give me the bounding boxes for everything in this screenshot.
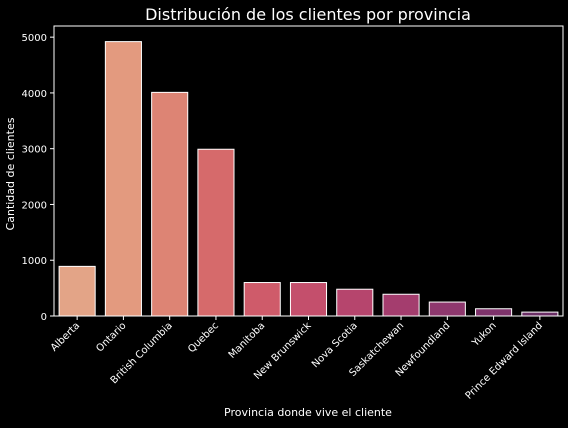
x-axis-label: Provincia donde vive el cliente <box>224 406 392 419</box>
y-tick-label: 2000 <box>22 200 47 211</box>
bar-ontario <box>104 41 142 317</box>
y-tick-label: 0 <box>41 312 47 323</box>
y-tick-label: 3000 <box>22 145 47 156</box>
bar-saskatchewan <box>382 293 420 317</box>
bar-manitoba <box>243 282 281 317</box>
bar-british-columbia <box>151 91 189 317</box>
y-tick-label: 5000 <box>22 33 47 44</box>
bar-alberta <box>58 265 96 317</box>
bar-newfoundland <box>428 301 466 317</box>
bar-new-brunswick <box>289 282 328 317</box>
bar-nova-scotia <box>336 288 374 317</box>
y-axis-label: Cantidad de clientes <box>4 117 17 230</box>
bar-quebec <box>197 148 235 317</box>
bar-prince-edward-island <box>521 311 559 317</box>
y-tick-label: 4000 <box>22 89 47 100</box>
chart-title: Distribución de los clientes por provinc… <box>145 5 471 24</box>
bar-yukon <box>475 308 513 317</box>
y-tick-label: 1000 <box>22 256 47 267</box>
